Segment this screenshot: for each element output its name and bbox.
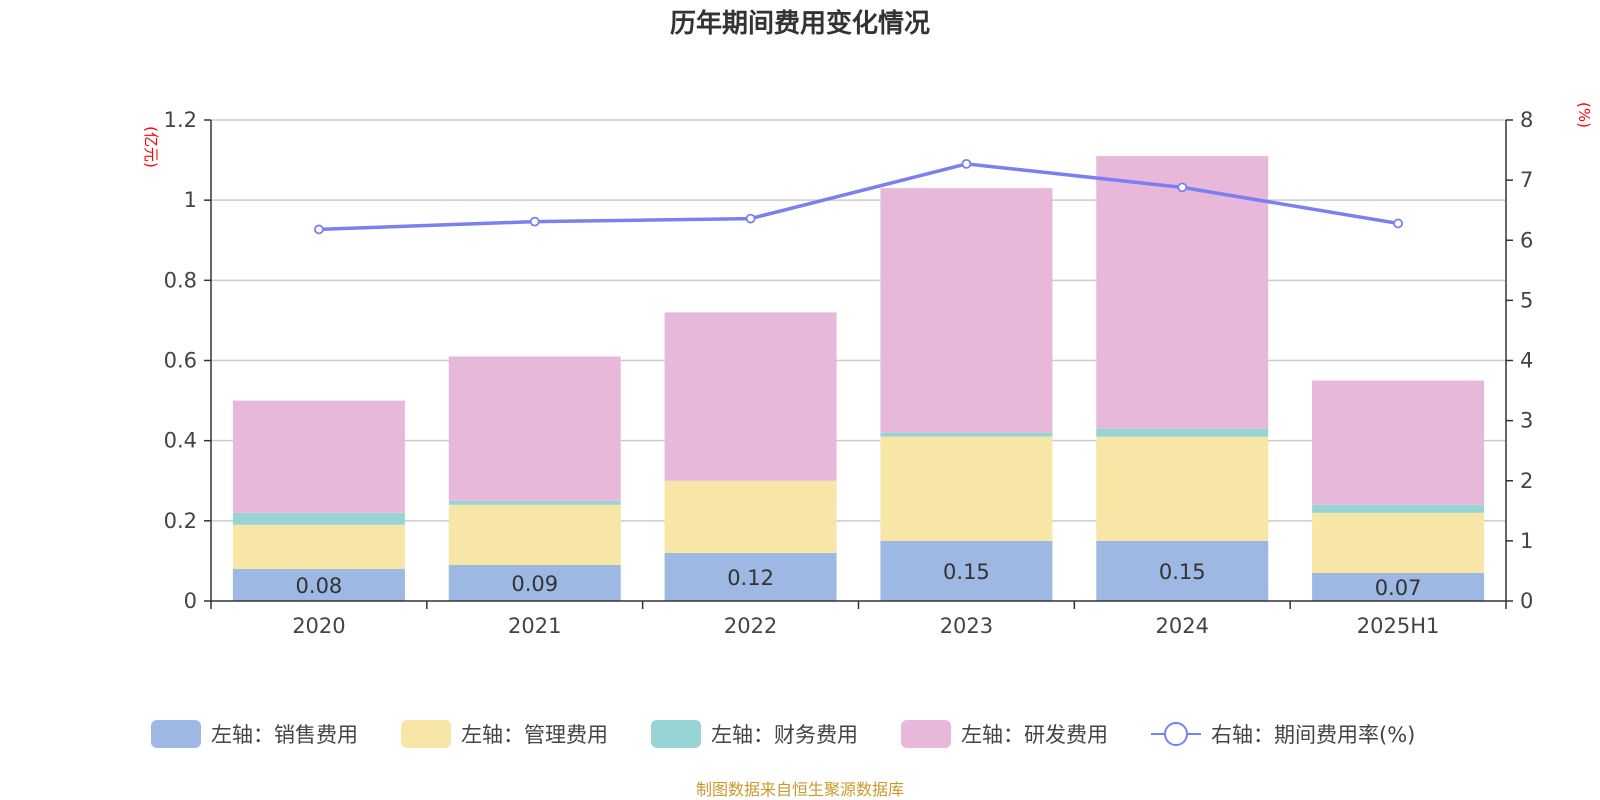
rate-point xyxy=(314,224,324,235)
bar-segment xyxy=(1312,512,1485,573)
bar-segment xyxy=(1312,380,1485,505)
bar-segment xyxy=(1312,504,1485,513)
right-tick-label: 1 xyxy=(1520,529,1533,553)
bar-segment xyxy=(448,356,621,501)
x-tick-label: 2020 xyxy=(292,614,345,638)
bar-segment xyxy=(448,564,621,601)
right-tick-label: 2 xyxy=(1520,469,1533,493)
bar-segment xyxy=(880,188,1053,433)
left-tick-label: 0.6 xyxy=(164,349,197,373)
source-note: 制图数据来自恒生聚源数据库 xyxy=(696,780,904,799)
bar-segment xyxy=(664,312,837,481)
left-tick-label: 0.4 xyxy=(164,429,197,453)
bar-segment xyxy=(1312,572,1485,601)
left-axis-unit: (亿元) xyxy=(142,126,160,168)
rate-line xyxy=(318,162,1399,232)
bar-data-label: 0.08 xyxy=(296,574,343,598)
bar-data-label: 0.15 xyxy=(943,560,990,584)
right-tick-label: 3 xyxy=(1520,409,1533,433)
bar-segment xyxy=(232,400,405,513)
x-tick-label: 2023 xyxy=(940,614,993,638)
rate-point xyxy=(1393,218,1403,229)
rate-point xyxy=(529,216,540,227)
bar-segment xyxy=(1096,428,1269,437)
legend-label: 右轴：期间费用率(%) xyxy=(1211,723,1415,747)
right-axis-unit: (%) xyxy=(1575,102,1593,128)
left-tick-label: 1.2 xyxy=(164,108,197,132)
x-tick-label: 2021 xyxy=(508,614,561,638)
legend-label: 左轴：财务费用 xyxy=(711,723,858,747)
bar-data-label: 0.15 xyxy=(1159,560,1206,584)
bar-layer xyxy=(232,156,1485,601)
legend-point-swatch xyxy=(1164,722,1188,746)
right-tick-label: 8 xyxy=(1520,108,1533,132)
legend-swatch xyxy=(901,720,951,748)
rate-point xyxy=(1177,182,1188,193)
bar-segment xyxy=(664,480,837,553)
legend-swatch xyxy=(401,720,451,748)
bar-data-label: 0.12 xyxy=(727,566,774,590)
bar-segment xyxy=(232,512,405,525)
bar-segment xyxy=(448,504,621,565)
bar-segment xyxy=(880,436,1053,541)
right-tick-label: 4 xyxy=(1520,349,1533,373)
right-tick-label: 7 xyxy=(1520,168,1533,192)
x-tick-label: 2025H1 xyxy=(1357,614,1440,638)
grid-lines xyxy=(211,119,1506,522)
right-tick-label: 0 xyxy=(1520,589,1533,613)
bar-data-label: 0.09 xyxy=(511,572,558,596)
legend-swatch xyxy=(651,720,701,748)
legend-label: 左轴：销售费用 xyxy=(211,723,358,747)
right-tick-label: 6 xyxy=(1520,228,1533,252)
left-tick-label: 0.8 xyxy=(164,268,197,292)
bar-segment xyxy=(232,524,405,569)
legend-label: 左轴：研发费用 xyxy=(961,723,1108,747)
bar-data-label: 0.07 xyxy=(1375,576,1422,600)
bar-segment xyxy=(1096,156,1269,429)
rate-point xyxy=(745,213,756,224)
bar-segment xyxy=(1096,540,1269,601)
left-tick-label: 0 xyxy=(184,589,197,613)
right-tick-label: 5 xyxy=(1520,288,1533,312)
left-tick-label: 0.2 xyxy=(164,509,197,533)
bar-segment xyxy=(880,432,1053,437)
left-tick-label: 1 xyxy=(184,188,197,212)
x-tick-label: 2024 xyxy=(1156,614,1209,638)
data-labels: 0.08 0.09 0.12 0.15 0.15 0.07 xyxy=(296,560,1422,600)
bar-segment xyxy=(232,568,405,601)
bar-segment xyxy=(664,552,837,601)
rate-point xyxy=(961,158,972,169)
x-tick-label: 2022 xyxy=(724,614,777,638)
legend: 左轴：销售费用 左轴：管理费用 左轴：财务费用 左轴：研发费用 右轴：期间费用率(%) xyxy=(151,720,1415,748)
legend-label: 左轴：管理费用 xyxy=(461,723,608,747)
axes: 0 0.2 0.4 0.6 0.8 1 1.2 0 1 2 3 4 5 6 7 8 2020 2021 2022 20… xyxy=(142,102,1593,638)
chart-title: 历年期间费用变化情况 xyxy=(670,8,930,39)
bar-segment xyxy=(448,500,621,505)
bar-segment xyxy=(880,540,1053,601)
legend-swatch xyxy=(151,720,201,748)
bar-segment xyxy=(1096,436,1269,541)
rate-line-layer xyxy=(314,158,1403,235)
